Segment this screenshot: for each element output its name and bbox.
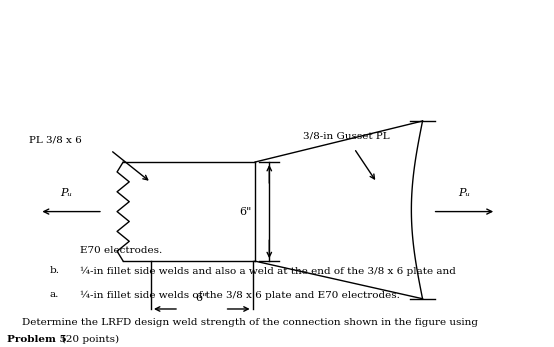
Text: Problem 5: Problem 5 xyxy=(7,335,67,344)
Text: E70 electrodes.: E70 electrodes. xyxy=(80,246,162,255)
Text: Pᵤ: Pᵤ xyxy=(60,188,72,198)
Text: ¼-in fillet side welds of the 3/8 x 6 plate and E70 electrodes.: ¼-in fillet side welds of the 3/8 x 6 pl… xyxy=(80,290,400,299)
Text: 6": 6" xyxy=(239,206,252,217)
Text: 6": 6" xyxy=(196,293,208,303)
Text: PL 3/8 x 6: PL 3/8 x 6 xyxy=(29,135,82,144)
Text: Pᵤ: Pᵤ xyxy=(458,188,470,198)
Text: Determine the LRFD design weld strength of the connection shown in the figure us: Determine the LRFD design weld strength … xyxy=(22,318,478,327)
Text: (20 points): (20 points) xyxy=(52,335,119,344)
Text: 3/8-in Gusset PL: 3/8-in Gusset PL xyxy=(303,132,390,141)
Text: b.: b. xyxy=(50,266,60,275)
Text: ¼-in fillet side welds and also a weld at the end of the 3/8 x 6 plate and: ¼-in fillet side welds and also a weld a… xyxy=(80,266,456,276)
Text: a.: a. xyxy=(50,290,59,299)
